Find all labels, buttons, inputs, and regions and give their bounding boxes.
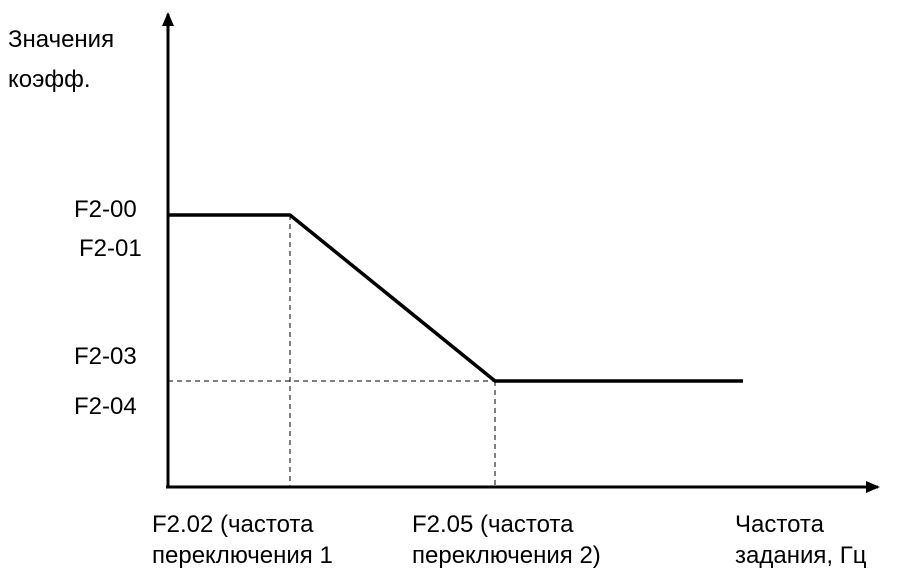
breakpoint-1-label: F2.02 (частота переключения 1 — [152, 511, 333, 569]
breakpoint-1-label-line-2: переключения 1 — [152, 542, 333, 569]
breakpoint-1-label-line-1: F2.02 (частота — [152, 511, 314, 538]
level-label-f2-01: F2-01 — [79, 235, 142, 262]
coefficient-curve — [168, 213, 743, 383]
x-axis-label-line-1: Частота — [735, 511, 825, 538]
breakpoint-2-label-line-2: переключения 2) — [412, 542, 601, 569]
y-axis-label: Значения коэфф. — [8, 26, 121, 93]
breakpoint-2-label: F2.05 (частота переключения 2) — [412, 511, 601, 569]
x-axis-label: Частота задания, Гц — [735, 511, 867, 569]
level-label-f2-04: F2-04 — [74, 393, 137, 420]
breakpoint-2-label-line-1: F2.05 (частота — [412, 511, 574, 538]
level-label-f2-03: F2-03 — [74, 343, 137, 370]
level-label-f2-00: F2-00 — [74, 196, 137, 223]
y-axis-label-line-1: Значения — [8, 26, 114, 53]
x-axis-label-line-2: задания, Гц — [735, 542, 867, 569]
y-axis-label-line-2: коэфф. — [8, 66, 91, 93]
